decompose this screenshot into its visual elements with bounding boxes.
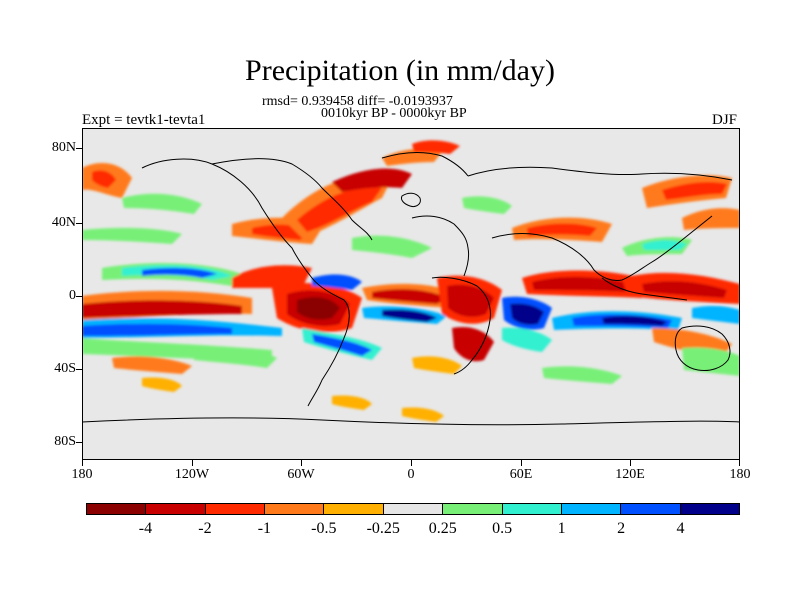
colorbar-label: -0.25 bbox=[366, 520, 400, 537]
lon-label-0: 0 bbox=[407, 467, 415, 482]
anomaly-field bbox=[82, 140, 740, 422]
lon-label-180w: 180 bbox=[71, 467, 93, 482]
axis-tick bbox=[301, 460, 302, 466]
map-field bbox=[82, 128, 740, 460]
lat-label-40s: 40S bbox=[54, 361, 76, 376]
lon-label-60e: 60E bbox=[509, 467, 533, 482]
map-title: Precipitation (in mm/day) bbox=[245, 54, 555, 87]
axis-tick bbox=[76, 296, 82, 297]
axis-tick bbox=[76, 369, 82, 370]
axis-tick bbox=[411, 460, 412, 466]
colorbar-swatch bbox=[87, 504, 147, 514]
axis-tick bbox=[739, 460, 740, 466]
precipitation-map bbox=[82, 128, 740, 460]
colorbar-swatch bbox=[680, 504, 739, 514]
lat-label-equator: 0 bbox=[69, 288, 76, 303]
lon-label-120w: 120W bbox=[174, 467, 210, 482]
colorbar-swatch bbox=[621, 504, 681, 514]
lat-label-40n: 40N bbox=[51, 215, 76, 230]
period-subtitle: 0010kyr BP - 0000kyr BP bbox=[321, 106, 467, 121]
experiment-label: Expt = tevtk1-tevta1 bbox=[82, 112, 206, 128]
colorbar-label: -2 bbox=[198, 520, 212, 537]
colorbar-label: -0.5 bbox=[311, 520, 337, 537]
axis-tick bbox=[521, 460, 522, 466]
axis-tick bbox=[82, 460, 83, 466]
colorbar-label: 1 bbox=[557, 520, 566, 537]
lon-label-60w: 60W bbox=[287, 467, 315, 482]
colorbar-swatch bbox=[502, 504, 562, 514]
axis-tick bbox=[76, 442, 82, 443]
colorbar-swatch bbox=[265, 504, 325, 514]
colorbar-label: -4 bbox=[138, 520, 153, 537]
lat-label-80s: 80S bbox=[54, 434, 76, 449]
coastlines bbox=[82, 151, 740, 426]
colorbar-swatch bbox=[561, 504, 622, 514]
colorbar-swatch bbox=[146, 504, 206, 514]
lon-label-180e: 180 bbox=[729, 467, 751, 482]
colorbar-swatch bbox=[443, 504, 503, 514]
colorbar bbox=[86, 503, 740, 515]
lat-label-80n: 80N bbox=[51, 140, 76, 155]
colorbar-label: 0.5 bbox=[492, 520, 513, 537]
colorbar-label: -1 bbox=[257, 520, 272, 537]
colorbar-label: 0.25 bbox=[428, 520, 457, 537]
axis-tick bbox=[630, 460, 631, 466]
colorbar-label: 4 bbox=[676, 520, 685, 537]
colorbar-swatch bbox=[383, 504, 444, 514]
stats-subtitle: rmsd= 0.939458 diff= -0.0193937 bbox=[262, 94, 453, 109]
axis-tick bbox=[76, 223, 82, 224]
colorbar-label: 2 bbox=[617, 520, 626, 537]
colorbar-swatch bbox=[205, 504, 266, 514]
axis-tick bbox=[192, 460, 193, 466]
colorbar-swatch bbox=[324, 504, 384, 514]
axis-tick bbox=[76, 148, 82, 149]
lon-label-120e: 120E bbox=[615, 467, 645, 482]
season-label: DJF bbox=[712, 112, 738, 128]
